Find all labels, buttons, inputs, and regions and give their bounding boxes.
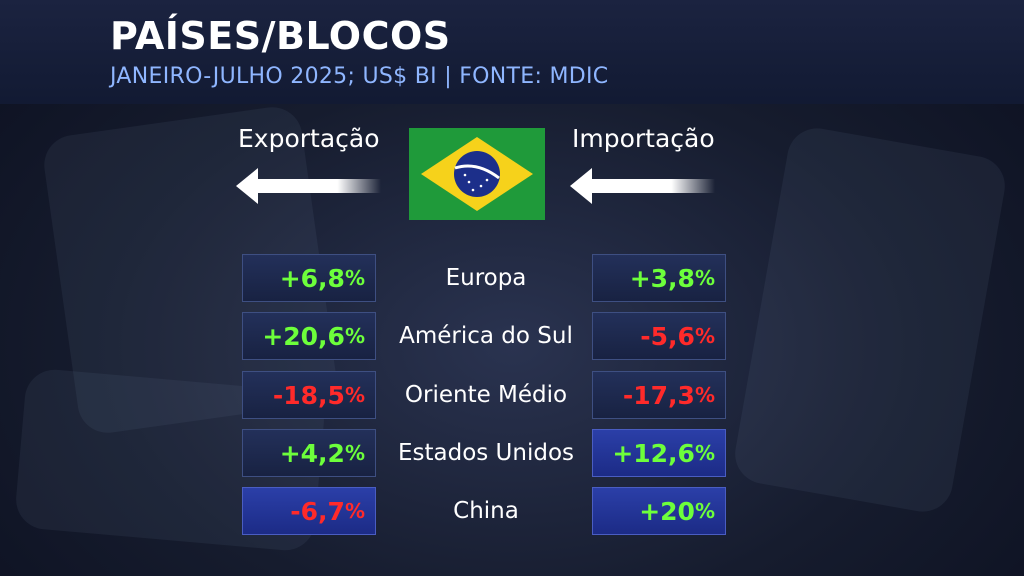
export-value-cell: -6,7% bbox=[242, 487, 376, 535]
region-label: China bbox=[453, 498, 519, 524]
percent-symbol: % bbox=[694, 266, 715, 290]
export-value-cell: +20,6% bbox=[242, 312, 376, 360]
region-label: Europa bbox=[445, 265, 527, 291]
percent-symbol: % bbox=[694, 499, 715, 523]
percent-symbol: % bbox=[694, 441, 715, 465]
export-value: -6,7 bbox=[290, 496, 345, 526]
export-value-cell: +6,8% bbox=[242, 254, 376, 302]
percent-symbol: % bbox=[344, 266, 365, 290]
import-value: +3,8 bbox=[629, 263, 695, 293]
arrow-left-icon bbox=[236, 168, 381, 204]
export-value: -18,5 bbox=[272, 380, 345, 410]
import-value-cell: -17,3% bbox=[592, 371, 726, 419]
import-value: +12,6 bbox=[612, 438, 695, 468]
import-value-cell: -5,6% bbox=[592, 312, 726, 360]
page-title: PAÍSES/BLOCOS bbox=[110, 14, 451, 58]
import-value-cell: +20% bbox=[592, 487, 726, 535]
export-value-cell: +4,2% bbox=[242, 429, 376, 477]
percent-symbol: % bbox=[344, 383, 365, 407]
brazil-flag-icon bbox=[409, 128, 545, 220]
region-label: Oriente Médio bbox=[404, 382, 568, 408]
background-shape bbox=[730, 123, 1010, 517]
export-value-cell: -18,5% bbox=[242, 371, 376, 419]
percent-symbol: % bbox=[344, 441, 365, 465]
export-value: +20,6 bbox=[262, 321, 345, 351]
region-label: Estados Unidos bbox=[397, 440, 575, 466]
page-subtitle: JANEIRO-JULHO 2025; US$ BI | FONTE: MDIC bbox=[110, 64, 609, 89]
import-value-cell: +3,8% bbox=[592, 254, 726, 302]
import-value: -17,3 bbox=[622, 380, 695, 410]
arrow-left-icon bbox=[570, 168, 715, 204]
export-value: +4,2 bbox=[279, 438, 345, 468]
export-label: Exportação bbox=[238, 124, 380, 153]
percent-symbol: % bbox=[344, 499, 365, 523]
import-value-cell: +12,6% bbox=[592, 429, 726, 477]
import-value: +20 bbox=[639, 496, 695, 526]
percent-symbol: % bbox=[694, 383, 715, 407]
import-value: -5,6 bbox=[640, 321, 695, 351]
percent-symbol: % bbox=[344, 324, 365, 348]
export-value: +6,8 bbox=[279, 263, 345, 293]
region-label: América do Sul bbox=[399, 323, 573, 349]
import-label: Importação bbox=[572, 124, 715, 153]
percent-symbol: % bbox=[694, 324, 715, 348]
header-bar: PAÍSES/BLOCOS JANEIRO-JULHO 2025; US$ BI… bbox=[0, 0, 1024, 104]
